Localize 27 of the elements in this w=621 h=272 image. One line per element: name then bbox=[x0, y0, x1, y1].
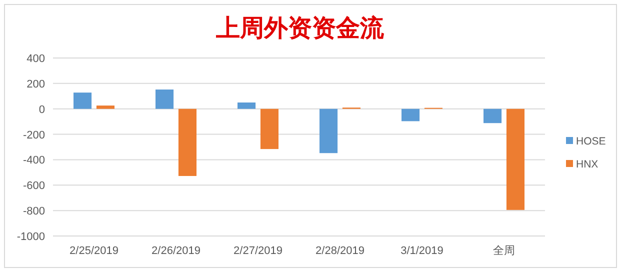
y-tick-label: -200 bbox=[22, 129, 45, 142]
bar bbox=[156, 90, 174, 109]
y-tick-label: -400 bbox=[22, 154, 45, 167]
bar bbox=[320, 108, 338, 154]
y-tick-label: 400 bbox=[26, 53, 45, 65]
bar bbox=[238, 102, 256, 109]
y-tick-label: -800 bbox=[22, 206, 45, 218]
x-tick-label: 2/26/2019 bbox=[152, 245, 200, 257]
legend-label: HOSE bbox=[576, 136, 606, 148]
x-tick-label: 2/27/2019 bbox=[234, 245, 282, 257]
x-tick-label: 3/1/2019 bbox=[400, 245, 444, 257]
bar bbox=[260, 108, 278, 150]
bar bbox=[178, 108, 196, 176]
x-tick-label: 2/25/2019 bbox=[70, 245, 118, 257]
y-tick-label: -600 bbox=[22, 180, 45, 192]
y-tick-label: -1000 bbox=[16, 231, 45, 243]
bar bbox=[484, 108, 502, 124]
y-tick-label: 200 bbox=[26, 78, 45, 90]
x-tick-label: 2/28/2019 bbox=[316, 245, 364, 257]
bar bbox=[96, 106, 114, 109]
chart-title: 上周外资资金流 bbox=[215, 15, 385, 42]
bar bbox=[74, 92, 92, 109]
y-tick-label: 0 bbox=[38, 104, 45, 116]
x-tick-label: 全周 bbox=[493, 245, 515, 257]
bar bbox=[506, 108, 524, 210]
legend-label: HNX bbox=[576, 158, 598, 170]
bar bbox=[402, 108, 420, 122]
